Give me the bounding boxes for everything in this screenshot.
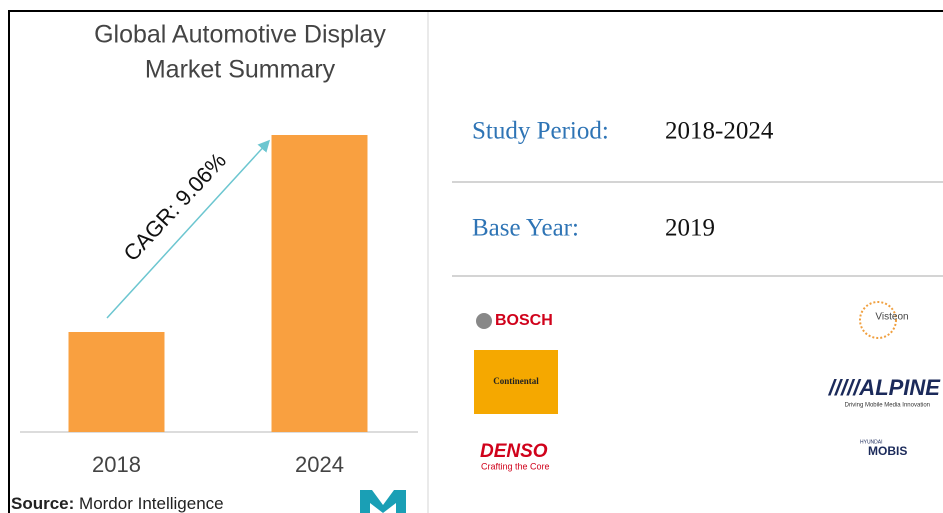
alpine-tagline: Driving Mobile Media Innovation [845, 403, 930, 409]
bar [271, 135, 368, 432]
cagr-arrow [106, 139, 271, 319]
bosch-logo: BOSCH [495, 312, 553, 329]
source-text: Mordor Intelligence [79, 494, 224, 513]
summary-label: Base Year: [472, 215, 579, 242]
summary-value: 2018-2024 [665, 118, 774, 145]
denso-tagline: Crafting the Core [481, 461, 550, 471]
alpine-logo: /////ALPINE [828, 375, 942, 400]
mordor-logo [360, 490, 406, 513]
cagr-label: CAGR: 9.06% [119, 148, 232, 266]
bar [68, 332, 165, 432]
bars: 2018 2024 [68, 135, 368, 477]
chart-title: Global Automotive Display [94, 21, 386, 49]
visteon-logo: Visteon [875, 312, 908, 323]
mobis-logo: MOBIS [868, 444, 907, 458]
denso-logo: DENSO [480, 441, 548, 462]
logos: BOSCH Continental Visteon /////ALPINE Dr… [474, 301, 942, 471]
chart-title: Market Summary [145, 56, 336, 84]
source-label: Source: [11, 494, 74, 513]
frame [8, 10, 943, 513]
visteon-icon [859, 301, 897, 339]
summary-label: Study Period: [472, 118, 609, 145]
x-tick-label: 2018 [92, 452, 141, 477]
continental-logo: Continental [493, 376, 539, 386]
cagr: CAGR: 9.06% [106, 139, 271, 319]
summary-value: 2019 [665, 215, 715, 242]
x-tick-label: 2024 [295, 452, 344, 477]
mobis-brand: HYUNDAI [860, 439, 883, 445]
source: Source: Mordor Intelligence [11, 494, 224, 513]
bosch-icon [476, 313, 492, 329]
continental-box [474, 350, 558, 414]
